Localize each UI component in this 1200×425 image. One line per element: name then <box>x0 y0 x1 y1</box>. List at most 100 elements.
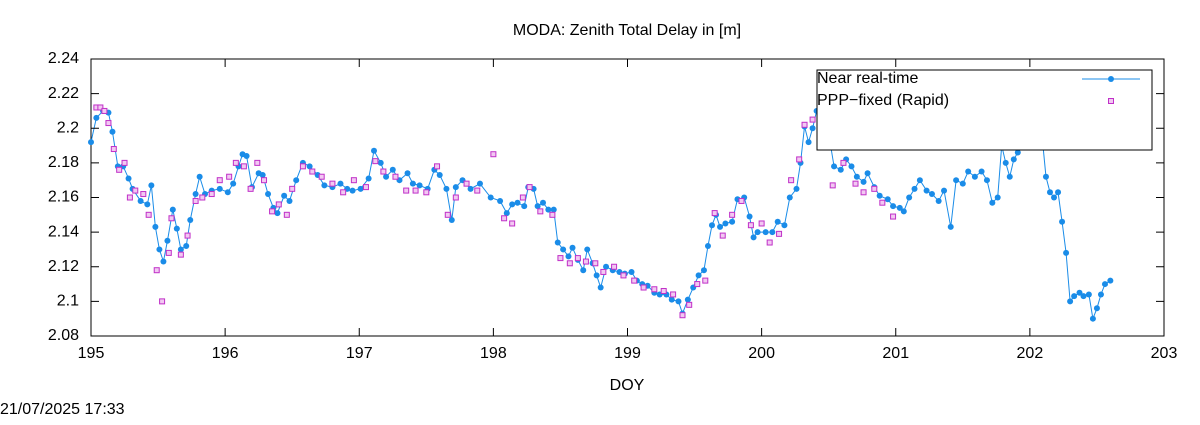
nrt-point <box>935 197 942 204</box>
ppp-point <box>702 277 709 284</box>
ppp-point <box>549 211 556 218</box>
ppp-point <box>362 184 369 191</box>
ppp-point <box>640 284 647 291</box>
nrt-point <box>597 284 604 291</box>
nrt-point <box>762 229 769 236</box>
ppp-point <box>403 187 410 194</box>
ppp-point <box>592 260 599 267</box>
ppp-point <box>153 267 160 274</box>
nrt-point <box>941 187 948 194</box>
ppp-point <box>105 120 112 127</box>
nrt-point <box>443 185 450 192</box>
x-tick-label: 195 <box>78 345 105 362</box>
nrt-point <box>971 173 978 180</box>
nrt-point <box>947 223 954 230</box>
nrt-point <box>1089 315 1096 322</box>
ppp-point <box>890 213 897 220</box>
ppp-point <box>686 301 693 308</box>
nrt-point <box>534 203 541 210</box>
nrt-point <box>848 163 855 170</box>
ppp-point <box>776 230 783 237</box>
ppp-point <box>412 187 419 194</box>
nrt-point <box>192 191 199 198</box>
nrt-point <box>509 201 516 208</box>
nrt-point <box>293 177 300 184</box>
nrt-point <box>675 298 682 305</box>
nrt-point <box>793 185 800 192</box>
nrt-point <box>729 218 736 225</box>
ppp-point <box>318 173 325 180</box>
nrt-point <box>805 139 812 146</box>
ppp-point <box>216 177 223 184</box>
nrt-point <box>1059 218 1066 225</box>
nrt-point <box>722 220 729 227</box>
ppp-point <box>852 180 859 187</box>
x-tick-label: 198 <box>480 345 507 362</box>
ppp-point <box>537 208 544 215</box>
ppp-point <box>526 184 533 191</box>
nrt-point <box>584 246 591 253</box>
nrt-point <box>409 180 416 187</box>
nrt-point <box>404 170 411 177</box>
ppp-point <box>840 159 847 166</box>
nrt-point <box>896 204 903 211</box>
ppp-point <box>168 215 175 222</box>
nrt-point <box>436 171 443 178</box>
ppp-point <box>729 211 736 218</box>
nrt-point <box>109 128 116 135</box>
legend-label: Near real-time <box>817 70 918 87</box>
nrt-point <box>1097 291 1104 298</box>
ppp-point <box>97 104 104 111</box>
ppp-point <box>519 194 526 201</box>
nrt-point <box>216 185 223 192</box>
nrt-point <box>628 268 635 275</box>
legend-label: PPP−fixed (Rapid) <box>817 92 949 109</box>
ppp-point <box>600 268 607 275</box>
ppp-point <box>474 187 481 194</box>
nrt-point <box>1107 277 1114 284</box>
ppp-point <box>423 189 430 196</box>
nrt-point <box>164 237 171 244</box>
nrt-point <box>137 197 144 204</box>
nrt-point <box>593 272 600 279</box>
nrt-point <box>708 222 715 229</box>
nrt-point <box>93 114 100 121</box>
nrt-point <box>837 166 844 173</box>
ppp-point <box>766 239 773 246</box>
x-tick-label: 203 <box>1151 345 1178 362</box>
nrt-point <box>448 217 455 224</box>
nrt-point <box>1067 298 1074 305</box>
nrt-point <box>521 203 528 210</box>
x-tick-label: 196 <box>212 345 239 362</box>
ppp-point <box>283 211 290 218</box>
nrt-point <box>1101 281 1108 288</box>
nrt-point <box>1093 305 1100 312</box>
nrt-point <box>156 246 163 253</box>
nrt-point <box>1108 76 1114 82</box>
timestamp: 21/07/2025 17:33 <box>0 401 125 418</box>
nrt-point <box>1051 194 1058 201</box>
ppp-point <box>490 151 497 158</box>
ppp-point <box>694 281 701 288</box>
nrt-point <box>337 180 344 187</box>
nrt-point <box>1085 291 1092 298</box>
nrt-point <box>1063 249 1070 256</box>
nrt-point <box>321 182 328 189</box>
ppp-point <box>126 194 133 201</box>
nrt-point <box>452 184 459 191</box>
nrt-point <box>1046 189 1053 196</box>
nrt-point <box>983 177 990 184</box>
ppp-point <box>261 177 268 184</box>
y-tick-label: 2.12 <box>48 258 79 275</box>
ppp-point <box>132 187 139 194</box>
nrt-point <box>281 192 288 199</box>
x-tick-label: 199 <box>614 345 641 362</box>
nrt-point <box>911 185 918 192</box>
ppp-point <box>711 210 718 217</box>
nrt-point <box>377 159 384 166</box>
ppp-point <box>463 180 470 187</box>
nrt-point <box>540 199 547 206</box>
nrt-point <box>144 201 151 208</box>
nrt-point <box>265 191 272 198</box>
